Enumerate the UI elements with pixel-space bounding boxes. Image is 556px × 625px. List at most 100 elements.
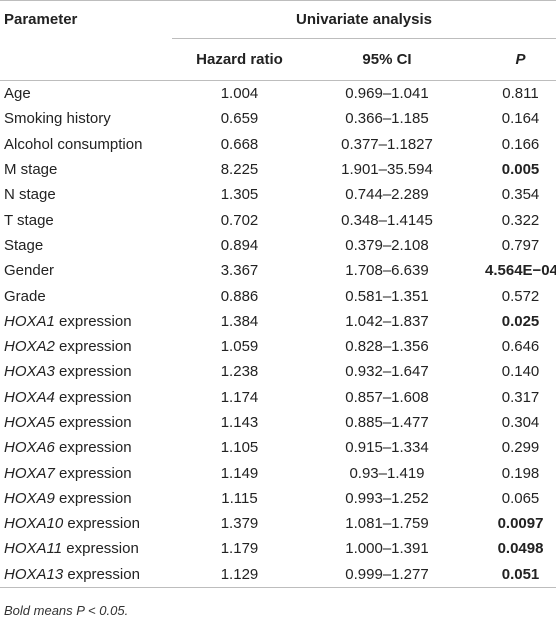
parameter-label: expression <box>54 312 132 330</box>
gene-name: HOXA7 <box>4 464 55 482</box>
footnote: Bold means P < 0.05. <box>4 603 129 618</box>
parameter-label: Age <box>4 85 31 103</box>
table-body: Age 1.004 0.969–1.041 0.811 Smoking history 0… <box>0 81 556 588</box>
p-value-cell: 0.164 <box>501 110 540 128</box>
row-parameter: N stage <box>0 182 172 207</box>
hazard-ratio-cell: 0.702 <box>220 211 259 229</box>
ci-cell: 0.932–1.647 <box>345 363 429 381</box>
gene-name: HOXA3 <box>4 363 55 381</box>
p-value-cell: 0.166 <box>501 135 540 153</box>
parameter-label: expression <box>54 414 132 431</box>
parameter-label: N stage <box>4 186 56 204</box>
p-value-cell: 0.354 <box>501 186 540 204</box>
header-row-columns: Hazard ratio 95% CI P <box>0 38 556 81</box>
ci-cell: 1.708–6.639 <box>345 262 429 280</box>
row-parameter: HOXA9 expression <box>0 486 172 511</box>
gene-name: HOXA6 <box>4 439 55 457</box>
header-ci: 95% CI <box>307 38 467 81</box>
parameter-label: expression <box>54 388 132 406</box>
parameter-label: M stage <box>4 161 58 179</box>
parameter-label: Smoking history <box>4 110 111 128</box>
hazard-ratio-cell: 1.149 <box>220 464 259 482</box>
ci-cell: 0.93–1.419 <box>349 464 425 482</box>
row-parameter: HOXA4 expression <box>0 385 172 410</box>
p-value-cell: 0.005 <box>501 161 540 179</box>
hazard-ratio-cell: 1.115 <box>221 489 258 507</box>
ci-cell: 0.377–1.1827 <box>341 135 433 153</box>
table-row: HOXA5 expression 1.143 0.885–1.477 0.304 <box>0 410 556 435</box>
ci-cell: 0.993–1.252 <box>345 489 429 507</box>
p-value-cell: 0.025 <box>501 312 540 330</box>
p-value-cell: 0.322 <box>501 211 540 229</box>
gene-name: HOXA1 <box>4 312 55 330</box>
parameter-label: expression <box>62 540 139 558</box>
gene-name: HOXA2 <box>4 338 55 356</box>
table-row: HOXA2 expression 1.059 0.828–1.356 0.646 <box>0 334 556 359</box>
ci-cell: 1.901–35.594 <box>341 161 433 179</box>
p-value-cell: 0.304 <box>501 414 540 431</box>
row-parameter: Alcohol consumption <box>0 132 172 157</box>
p-value-cell: 0.299 <box>501 439 540 457</box>
hazard-ratio-cell: 8.225 <box>220 161 259 179</box>
parameter-label: Grade <box>4 287 46 305</box>
row-parameter: Grade <box>0 283 172 308</box>
hazard-ratio-cell: 1.105 <box>220 439 259 457</box>
ci-cell: 0.744–2.289 <box>345 186 429 204</box>
table-row: Smoking history 0.659 0.366–1.185 0.164 <box>0 106 556 131</box>
ci-cell: 1.000–1.391 <box>345 540 429 558</box>
gene-name: HOXA9 <box>4 489 55 507</box>
gene-name: HOXA10 <box>4 515 64 533</box>
hazard-ratio-cell: 1.174 <box>220 388 259 406</box>
row-parameter: HOXA13 expression <box>0 561 172 588</box>
row-parameter: Age <box>0 81 172 107</box>
table-row: HOXA6 expression 1.105 0.915–1.334 0.299 <box>0 435 556 460</box>
hazard-ratio-cell: 1.129 <box>172 561 307 588</box>
parameter-label: T stage <box>4 211 54 229</box>
row-parameter: HOXA6 expression <box>0 435 172 460</box>
p-value-cell: 0.646 <box>501 338 540 356</box>
parameter-label: Stage <box>4 236 44 254</box>
table-row: HOXA1 expression 1.384 1.042–1.837 0.025 <box>0 309 556 334</box>
ci-cell: 0.366–1.185 <box>345 110 429 128</box>
header-univariate-analysis: Univariate analysis <box>172 0 556 39</box>
ci-cell: 0.581–1.351 <box>345 287 429 305</box>
row-parameter: HOXA10 expression <box>0 511 172 536</box>
table-row: Age 1.004 0.969–1.041 0.811 <box>0 81 556 107</box>
hazard-ratio-cell: 1.143 <box>220 414 259 431</box>
table-row: HOXA7 expression 1.149 0.93–1.419 0.198 <box>0 460 556 485</box>
header-row-group: Parameter Univariate analysis <box>0 0 556 39</box>
row-parameter: HOXA5 expression <box>0 410 172 435</box>
header-hazard-ratio: Hazard ratio <box>172 38 307 81</box>
ci-cell: 1.081–1.759 <box>345 515 429 533</box>
hazard-ratio-cell: 1.384 <box>220 312 259 330</box>
hazard-ratio-cell: 1.379 <box>220 515 259 533</box>
row-parameter: Gender <box>0 258 172 283</box>
row-parameter: HOXA7 expression <box>0 460 172 485</box>
ci-cell: 1.042–1.837 <box>345 312 429 330</box>
ci-cell: 0.828–1.356 <box>345 338 429 356</box>
gene-name: HOXA13 <box>4 565 64 583</box>
table-row: N stage 1.305 0.744–2.289 0.354 <box>0 182 556 207</box>
table-row: M stage 8.225 1.901–35.594 0.005 <box>0 157 556 182</box>
hazard-ratio-cell: 0.668 <box>220 135 259 153</box>
row-parameter: Smoking history <box>0 106 172 131</box>
parameter-label: expression <box>54 439 132 457</box>
header-empty <box>0 38 172 81</box>
row-parameter: HOXA3 expression <box>0 359 172 384</box>
ci-cell: 0.915–1.334 <box>345 439 429 457</box>
p-value-cell: 4.564E−04 <box>485 262 556 280</box>
table-row: HOXA10 expression 1.379 1.081–1.759 0.0097 <box>0 511 556 536</box>
table-row: Stage 0.894 0.379–2.108 0.797 <box>0 233 556 258</box>
table-row: Grade 0.886 0.581–1.351 0.572 <box>0 283 556 308</box>
ci-cell: 0.379–2.108 <box>345 236 429 254</box>
table-row: HOXA3 expression 1.238 0.932–1.647 0.140 <box>0 359 556 384</box>
p-value-cell: 0.065 <box>501 489 540 507</box>
row-parameter: HOXA2 expression <box>0 334 172 359</box>
parameter-label: expression <box>63 565 140 583</box>
table-row: Gender 3.367 1.708–6.639 4.564E−04 <box>0 258 556 283</box>
parameter-label: Gender <box>4 262 55 280</box>
ci-cell: 0.348–1.4145 <box>341 211 433 229</box>
hazard-ratio-cell: 0.886 <box>220 287 259 305</box>
parameter-label: Alcohol consumption <box>4 135 143 153</box>
